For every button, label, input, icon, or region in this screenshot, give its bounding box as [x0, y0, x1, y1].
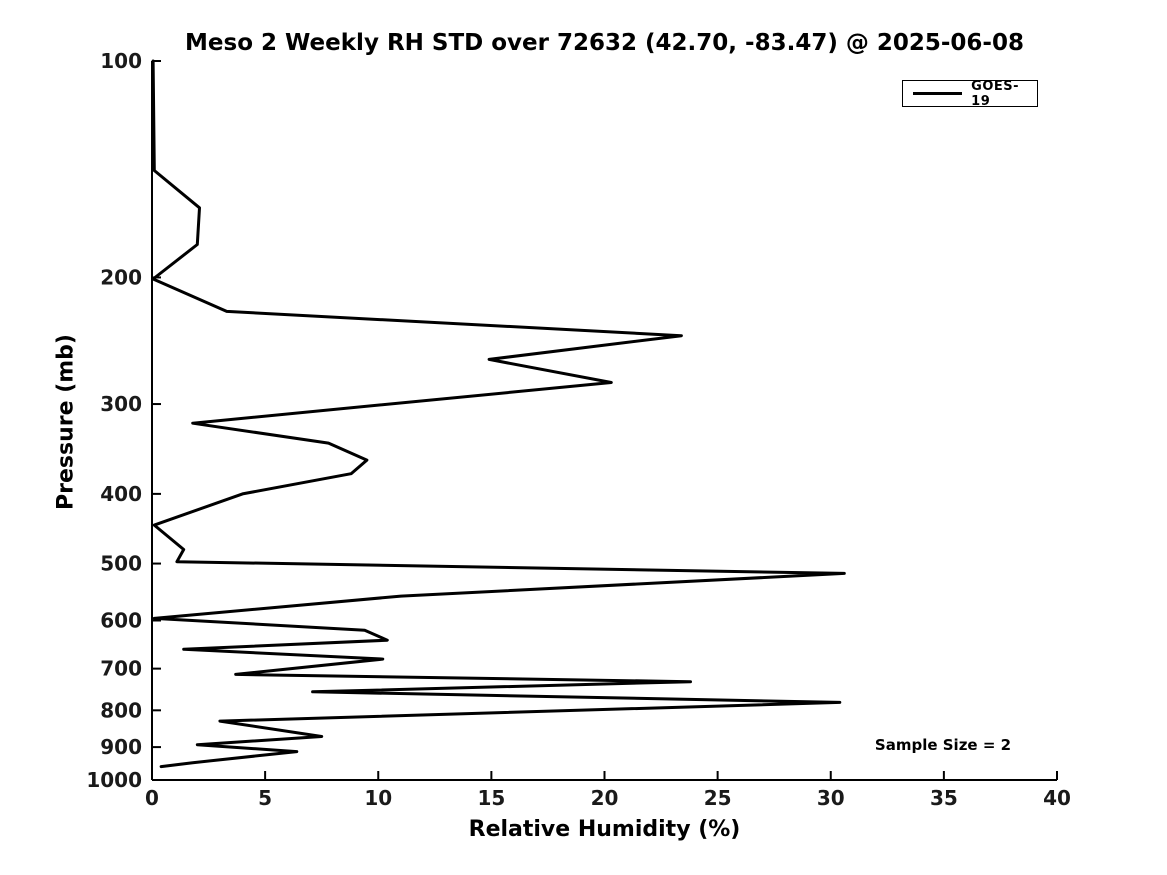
x-tick-label: 5: [258, 786, 272, 810]
x-tick-label: 35: [930, 786, 958, 810]
x-tick-label: 20: [591, 786, 619, 810]
y-tick-label: 500: [100, 552, 142, 576]
y-tick-label: 800: [100, 698, 142, 722]
y-tick-label: 700: [100, 657, 142, 681]
x-tick-label: 10: [364, 786, 392, 810]
chart-title: Meso 2 Weekly RH STD over 72632 (42.70, …: [185, 30, 1024, 56]
legend: GOES-19: [902, 78, 1038, 109]
y-tick-label: 300: [100, 392, 142, 416]
y-tick-label: 600: [100, 608, 142, 632]
rh-std-profile-line: [151, 59, 846, 769]
x-tick-label: 25: [704, 786, 732, 810]
x-tick-label: 30: [817, 786, 845, 810]
sample-size-annotation: Sample Size = 2: [874, 736, 1012, 754]
y-tick-label: 100: [100, 49, 142, 73]
legend-line-sample: [913, 92, 963, 95]
x-axis-label: Relative Humidity (%): [468, 817, 741, 842]
x-tick-label: 40: [1043, 786, 1071, 810]
y-tick-label: 200: [100, 265, 142, 289]
y-tick-label: 1000: [86, 768, 142, 792]
x-tick-label: 15: [477, 786, 505, 810]
x-tick-label: 0: [145, 786, 159, 810]
legend-label: GOES-19: [971, 78, 1020, 109]
y-tick-label: 900: [100, 735, 142, 759]
y-tick-label: 400: [100, 482, 142, 506]
